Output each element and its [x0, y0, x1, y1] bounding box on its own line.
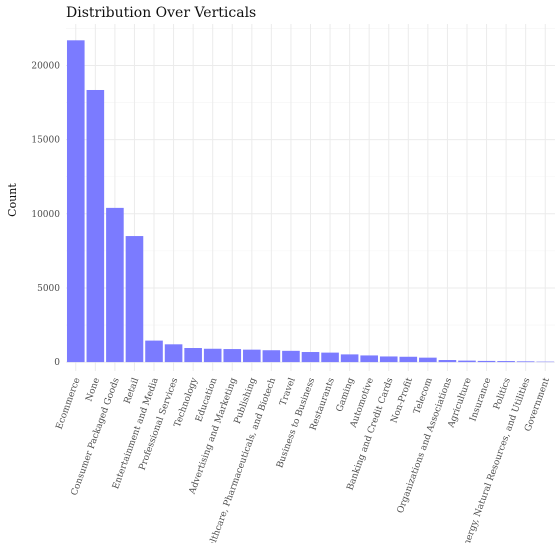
x-tick-label: Travel: [278, 376, 297, 407]
bar-agriculture: [458, 360, 476, 363]
y-tick-label: 0: [54, 358, 60, 368]
chart-title: Distribution Over Verticals: [66, 5, 256, 21]
bar-business-to-business: [301, 352, 320, 363]
bar-politics: [497, 361, 515, 363]
bar-education: [203, 348, 222, 363]
bar-energy-natural-resources-and-utilities: [516, 361, 535, 363]
bars: [66, 40, 555, 363]
bar-banking-and-credit-cards: [379, 356, 398, 363]
bar-non-profit: [399, 356, 418, 363]
bar-travel: [282, 350, 300, 363]
bar-none: [86, 89, 105, 363]
bar-organizations-and-associations: [438, 360, 457, 363]
y-axis-title: Count: [6, 183, 19, 217]
bar-telecom: [419, 357, 437, 363]
bar-technology: [184, 348, 202, 363]
x-tick-label: Telecom: [412, 376, 434, 415]
y-tick-label: 20000: [31, 62, 60, 72]
x-tick-label: None: [84, 377, 102, 403]
x-tick-label: Politics: [492, 376, 513, 411]
bar-healthcare-pharmaceuticals-and-biotech: [262, 350, 281, 363]
bar-ecommerce: [66, 40, 85, 363]
bar-advertising-and-marketing: [223, 349, 242, 363]
x-tick-label: Retail: [123, 376, 142, 405]
bar-restaurants: [321, 352, 339, 363]
y-axis-ticks: 0 5000 10000 15000 20000: [31, 62, 60, 369]
x-tick-label: Ecommerce: [55, 377, 83, 431]
bar-entertainment-and-media: [145, 340, 163, 363]
bar-professional-services: [164, 344, 183, 363]
y-tick-label: 10000: [31, 210, 60, 220]
x-tick-label: Gaming: [335, 376, 357, 413]
bar-retail: [125, 236, 144, 363]
bar-gaming: [340, 354, 359, 363]
bar-insurance: [477, 360, 496, 363]
bar-automotive: [360, 355, 378, 363]
y-tick-label: 5000: [37, 284, 60, 294]
bar-publishing: [243, 349, 261, 363]
bar-consumer-packaged-goods: [106, 207, 124, 363]
y-tick-label: 15000: [31, 136, 60, 146]
